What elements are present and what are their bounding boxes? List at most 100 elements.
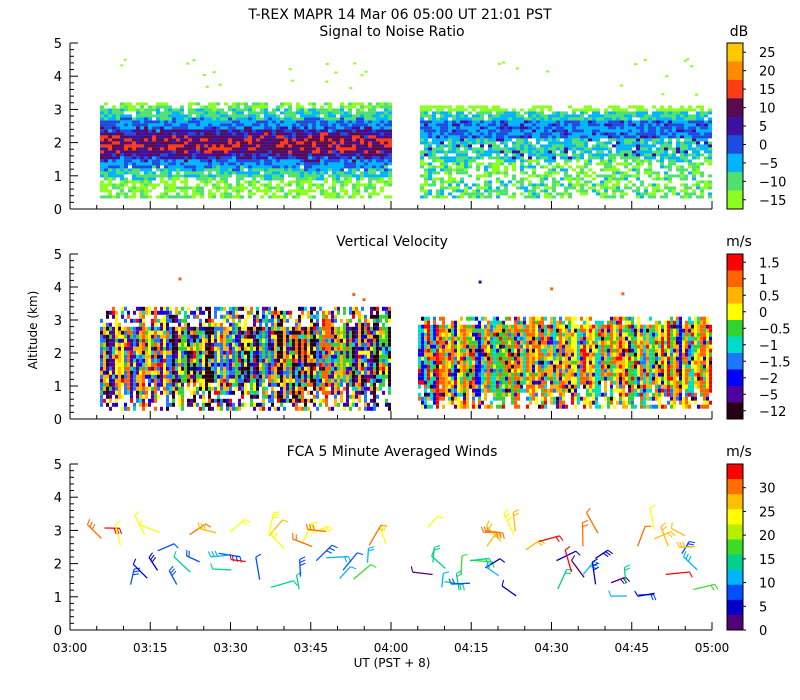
snr-cell: [328, 192, 332, 196]
snr-cell: [440, 123, 444, 127]
snr-cell: [208, 126, 212, 130]
snr-cell: [440, 144, 444, 148]
snr-cell: [104, 159, 108, 163]
snr-cell: [276, 183, 280, 187]
snr-cell: [120, 162, 124, 166]
snr-cell: [668, 174, 672, 178]
velocity-cell: [208, 378, 211, 383]
snr-cell: [228, 153, 232, 157]
velocity-cell: [202, 366, 205, 371]
snr-cell: [360, 102, 364, 106]
snr-cell: [128, 141, 132, 145]
snr-cell: [532, 126, 536, 130]
snr-cell: [388, 183, 392, 187]
velocity-cell: [142, 354, 145, 359]
snr-cell: [100, 135, 104, 139]
snr-cell: [288, 114, 292, 118]
snr-cell: [232, 195, 236, 199]
snr-cell: [604, 123, 608, 127]
velocity-cell: [229, 322, 232, 327]
snr-cell: [224, 111, 228, 115]
snr-cell: [504, 120, 508, 124]
velocity-cell: [178, 338, 181, 343]
snr-cell: [672, 111, 676, 115]
velocity-cell: [199, 358, 202, 363]
snr-cell: [456, 135, 460, 139]
snr-cell: [136, 138, 140, 142]
snr-cell: [608, 147, 612, 151]
snr-cell: [684, 156, 688, 160]
snr-cell: [616, 180, 620, 184]
snr-cell: [128, 147, 132, 151]
snr-cell: [492, 171, 496, 175]
snr-cell: [236, 162, 240, 166]
snr-cell: [624, 153, 628, 157]
snr-cell: [688, 114, 692, 118]
snr-cell: [340, 120, 344, 124]
snr-cell: [636, 159, 640, 163]
velocity-cell: [154, 394, 157, 399]
snr-cell: [612, 123, 616, 127]
snr-cell: [324, 189, 328, 193]
velocity-cell: [220, 386, 223, 391]
snr-cell: [580, 120, 584, 124]
snr-cell: [148, 141, 152, 145]
snr-cell: [256, 120, 260, 124]
snr-cell: [300, 156, 304, 160]
snr-cell: [704, 138, 708, 142]
snr-cell: [664, 141, 668, 145]
snr-cell: [640, 162, 644, 166]
snr-cell: [180, 141, 184, 145]
snr-cell: [460, 180, 464, 184]
velocity-cell: [148, 338, 151, 343]
snr-cell: [240, 132, 244, 136]
snr-cell: [368, 153, 372, 157]
snr-cell: [504, 153, 508, 157]
snr-cell: [664, 150, 668, 154]
snr-cell: [232, 108, 236, 112]
snr-cell: [464, 132, 468, 136]
snr-cell: [568, 144, 572, 148]
velocity-cell: [112, 310, 115, 315]
snr-cell: [484, 195, 488, 199]
velocity-cell: [145, 306, 148, 311]
snr-cell: [316, 186, 320, 190]
snr-cell: [460, 153, 464, 157]
snr-cell: [224, 165, 228, 169]
snr-cell: [516, 135, 520, 139]
snr-cell: [512, 183, 516, 187]
snr-cell: [116, 192, 120, 196]
velocity-cell: [115, 350, 118, 355]
snr-cell: [520, 180, 524, 184]
snr-cell: [256, 132, 260, 136]
snr-cell: [324, 111, 328, 115]
velocity-cell: [136, 354, 139, 359]
snr-cell: [364, 162, 368, 166]
snr-cell: [428, 126, 432, 130]
velocity-cell: [193, 362, 196, 367]
snr-cell: [276, 117, 280, 121]
snr-cell: [356, 150, 360, 154]
snr-cell: [596, 123, 600, 127]
snr-cell: [196, 144, 200, 148]
snr-cell: [160, 174, 164, 178]
velocity-cell: [211, 386, 214, 391]
velocity-cell: [145, 338, 148, 343]
snr-cell: [640, 195, 644, 199]
velocity-cell: [250, 338, 253, 343]
snr-cell: [364, 114, 368, 118]
snr-cell: [644, 111, 648, 115]
snr-cell: [388, 129, 392, 133]
snr-cell: [380, 105, 384, 109]
snr-cell: [640, 108, 644, 112]
snr-speck: [205, 85, 209, 88]
snr-cell: [220, 192, 224, 196]
velocity-cell: [163, 354, 166, 359]
snr-cell: [680, 168, 684, 172]
snr-cell: [564, 126, 568, 130]
snr-cell: [520, 165, 524, 169]
snr-cell: [528, 189, 532, 193]
snr-cell: [452, 135, 456, 139]
snr-cell: [256, 168, 260, 172]
snr-cell: [208, 105, 212, 109]
